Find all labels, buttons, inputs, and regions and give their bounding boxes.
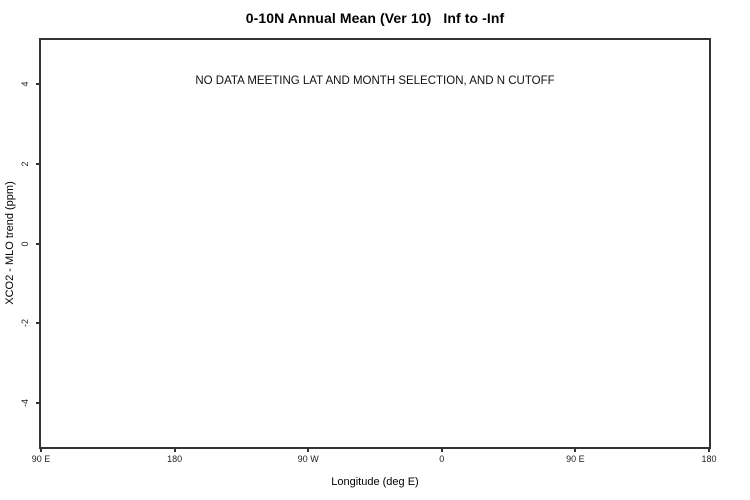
y-tick-label: -4 xyxy=(20,399,30,408)
y-axis-label: XCO2 - MLO trend (ppm) xyxy=(4,181,16,305)
y-tick-mark xyxy=(36,162,41,165)
x-tick-mark xyxy=(307,447,310,452)
x-tick-mark xyxy=(173,447,176,452)
y-tick-label: -2 xyxy=(20,319,30,328)
y-tick-mark xyxy=(36,82,41,85)
x-tick-label: 90 E xyxy=(31,454,51,464)
x-tick-label: 90 E xyxy=(566,454,585,464)
no-data-message: NO DATA MEETING LAT AND MONTH SELECTION,… xyxy=(195,75,555,87)
x-tick-mark xyxy=(574,447,577,452)
x-tick-mark xyxy=(440,447,443,452)
y-tick-mark xyxy=(36,242,41,245)
y-tick-mark xyxy=(36,322,41,325)
y-tick-label: 4 xyxy=(20,81,30,87)
x-tick-mark xyxy=(708,447,710,452)
y-tick-label: 2 xyxy=(20,161,30,167)
x-tick-label: 90 W xyxy=(297,454,319,464)
y-tick-mark xyxy=(36,402,41,405)
x-tick-label: 0 xyxy=(439,454,445,464)
x-tick-label: 180 xyxy=(167,454,183,464)
x-tick-label: 180 xyxy=(701,454,717,464)
x-axis-label: Longitude (deg E) xyxy=(331,476,419,488)
plot-title: 0-10N Annual Mean (Ver 10) Inf to -Inf xyxy=(245,10,505,26)
plot-area: NO DATA MEETING LAT AND MONTH SELECTION,… xyxy=(20,38,717,464)
x-tick-mark xyxy=(40,447,42,452)
y-tick-label: 0 xyxy=(20,240,30,247)
